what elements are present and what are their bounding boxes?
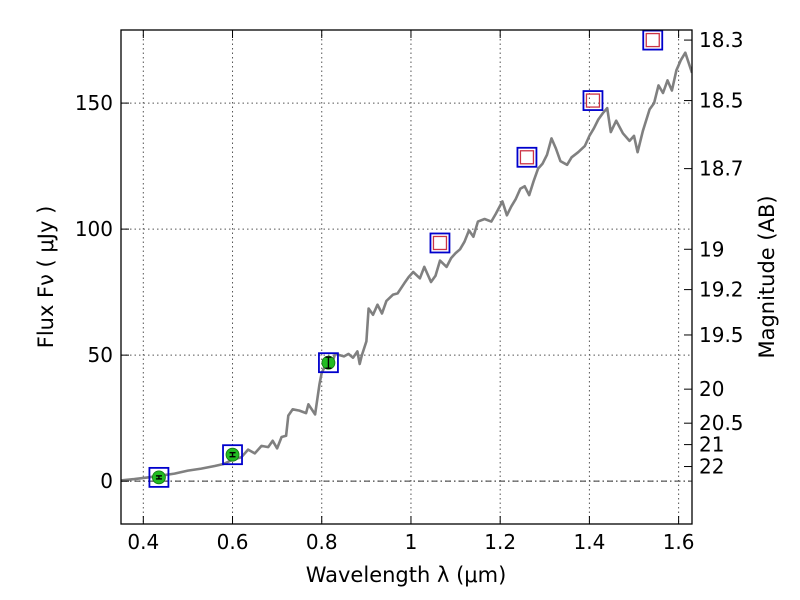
plot-content <box>121 51 692 482</box>
x-axis-label: Wavelength λ (μm) <box>306 563 507 587</box>
x-tick-label: 1.2 <box>484 530 516 554</box>
x-tick-label: 0.8 <box>306 530 338 554</box>
mag-tick-label: 21 <box>699 433 724 457</box>
mag-tick-label: 19.5 <box>699 323 744 347</box>
photometry-square <box>516 146 538 168</box>
mag-tick-label: 22 <box>699 455 724 479</box>
mag-tick-label: 20.5 <box>699 411 744 435</box>
photometry-square <box>318 352 339 374</box>
y-tick-label: 100 <box>75 217 113 241</box>
x-tick-label: 1 <box>405 530 418 554</box>
model-point <box>645 32 660 48</box>
model-point <box>585 93 601 108</box>
photometry-square <box>429 232 451 254</box>
mag-tick-label: 18.3 <box>699 28 744 52</box>
mag-tick-label: 20 <box>699 377 724 401</box>
y-tick-label: 0 <box>100 469 113 493</box>
x-tick-label: 0.6 <box>217 530 249 554</box>
y-tick-label: 150 <box>75 91 113 115</box>
photometry-square <box>222 444 243 466</box>
mag-tick-label: 18.5 <box>699 89 744 113</box>
x-tick-label: 0.4 <box>127 530 159 554</box>
mag-tick-label: 19 <box>699 237 724 261</box>
spectrum-line <box>121 51 692 482</box>
photometry-square <box>582 90 604 111</box>
model-point <box>432 235 448 251</box>
y-axis-label: Flux Fν ( μJy ) <box>34 206 58 349</box>
ticks: 0.4 0.6 0.8 1 1.2 1.4 1.6 0 50 100 150 18.3 18.5 18.7… <box>75 28 744 554</box>
plot-area <box>121 30 692 524</box>
markers <box>148 29 664 488</box>
y-tick-label: 50 <box>88 343 113 367</box>
mag-tick-label: 19.2 <box>699 278 744 302</box>
plot-frame <box>120 29 693 525</box>
grid <box>121 30 692 524</box>
x-tick-label: 1.4 <box>573 530 605 554</box>
mag-tick-label: 18.7 <box>699 157 744 181</box>
photometry-square <box>148 466 170 488</box>
model-point <box>519 150 535 165</box>
right-axis-label: Magnitude (AB) <box>755 195 779 358</box>
x-tick-label: 1.6 <box>663 530 695 554</box>
